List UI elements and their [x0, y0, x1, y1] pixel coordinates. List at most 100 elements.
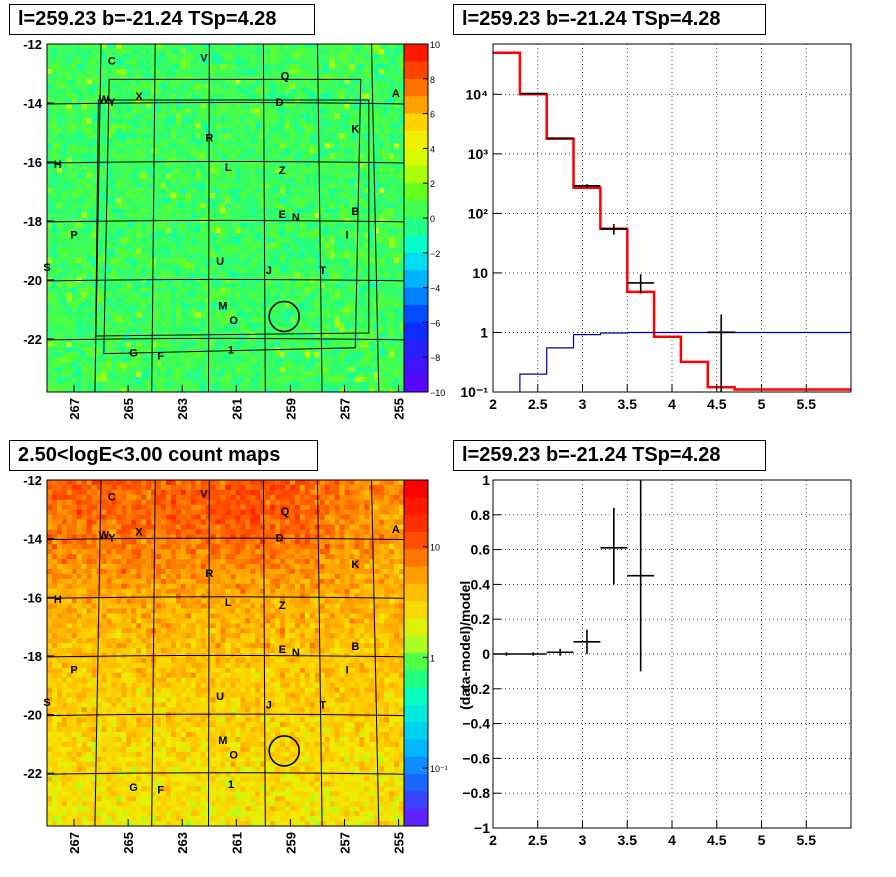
heatmap-cell [349, 222, 355, 229]
heatmap-cell [161, 183, 167, 189]
heatmap-cell [349, 88, 355, 95]
heatmap-cell [71, 382, 78, 388]
heatmap-cell [71, 163, 78, 169]
heatmap-cell [329, 337, 335, 343]
heatmap-cell [111, 68, 117, 75]
heatmap-cell [319, 342, 326, 348]
heatmap-cell [220, 277, 226, 284]
heatmap-cell [389, 73, 395, 80]
heatmap-cell [96, 208, 102, 214]
heatmap-cell [180, 113, 187, 119]
heatmap-cell [260, 83, 266, 90]
heatmap-cell [101, 68, 107, 75]
heatmap-cell [180, 237, 187, 244]
heatmap-cell [289, 143, 296, 149]
heatmap-cell [131, 133, 137, 139]
heatmap-cell [250, 163, 256, 169]
heatmap-cell [101, 183, 107, 189]
heatmap-cell [96, 193, 102, 199]
heatmap-cell [339, 322, 345, 328]
heatmap-cell [285, 173, 291, 179]
heatmap-cell [374, 48, 380, 55]
heatmap-cell [61, 377, 68, 383]
heatmap-cell [205, 227, 212, 234]
heatmap-cell [51, 347, 58, 353]
heatmap-cell [156, 168, 162, 174]
heatmap-cell [399, 44, 405, 50]
heatmap-cell [280, 287, 286, 293]
heatmap-cell [141, 322, 147, 328]
heatmap-cell [225, 232, 231, 239]
heatmap-cell [309, 163, 316, 169]
heatmap-cell [126, 272, 132, 279]
heatmap-cell [270, 307, 276, 313]
heatmap-cell [86, 83, 93, 90]
heatmap-cell [399, 237, 405, 244]
heatmap-cell [230, 44, 236, 50]
heatmap-cell [334, 317, 340, 323]
heatmap-cell [71, 332, 78, 338]
heatmap-cell [61, 168, 68, 174]
heatmap-cell [170, 198, 177, 204]
heatmap-cell [151, 362, 157, 368]
heatmap-cell [225, 178, 231, 184]
heatmap-cell [81, 98, 88, 105]
heatmap-cell [106, 153, 112, 159]
heatmap-cell [235, 183, 241, 189]
heatmap-cell [106, 173, 112, 179]
heatmap-cell [81, 342, 88, 348]
heatmap-cell [289, 198, 296, 204]
heatmap-cell [126, 123, 132, 129]
heatmap-cell [359, 327, 365, 333]
heatmap-cell [101, 63, 107, 70]
heatmap-cell [106, 297, 112, 303]
heatmap-cell [245, 48, 251, 55]
heatmap-cell [180, 222, 187, 229]
heatmap-cell [389, 242, 395, 249]
heatmap-cell [225, 377, 231, 383]
heatmap-cell [369, 312, 375, 318]
heatmap-cell [235, 287, 241, 293]
heatmap-cell [205, 103, 212, 110]
heatmap-cell [329, 73, 335, 80]
heatmap-cell [250, 282, 256, 288]
heatmap-cell [374, 242, 380, 249]
heatmap-cell [240, 183, 246, 189]
heatmap-cell [136, 232, 142, 239]
heatmap-cell [96, 188, 102, 194]
heatmap-cell [91, 327, 97, 333]
heatmap-cell [190, 327, 197, 333]
heatmap-cell [309, 98, 316, 105]
heatmap-cell [280, 203, 286, 209]
heatmap-cell [91, 148, 97, 154]
heatmap-cell [294, 332, 301, 338]
heatmap-cell [220, 98, 226, 105]
heatmap-cell [294, 98, 301, 105]
heatmap-cell [225, 103, 231, 110]
heatmap-cell [245, 382, 251, 388]
heatmap-cell [329, 267, 335, 274]
heatmap-cell [81, 322, 88, 328]
heatmap-cell [384, 242, 390, 249]
heatmap-cell [116, 322, 122, 328]
heatmap-cell [329, 287, 335, 293]
heatmap-cell [270, 138, 276, 144]
heatmap-cell [255, 83, 261, 90]
heatmap-cell [47, 367, 53, 373]
heatmap-cell [141, 158, 147, 164]
heatmap-cell [334, 377, 340, 383]
heatmap-cell [136, 153, 142, 159]
heatmap-cell [71, 213, 78, 219]
heatmap-cell [384, 237, 390, 244]
heatmap-cell [304, 232, 311, 239]
heatmap-cell [289, 337, 296, 343]
heatmap-cell [309, 302, 316, 308]
heatmap-cell [47, 372, 53, 378]
heatmap-cell [61, 362, 68, 368]
heatmap-cell [161, 128, 167, 134]
heatmap-cell [76, 237, 83, 244]
heatmap-cell [131, 252, 137, 259]
heatmap-cell [349, 68, 355, 75]
heatmap-cell [220, 108, 226, 114]
heatmap-cell [96, 282, 102, 288]
